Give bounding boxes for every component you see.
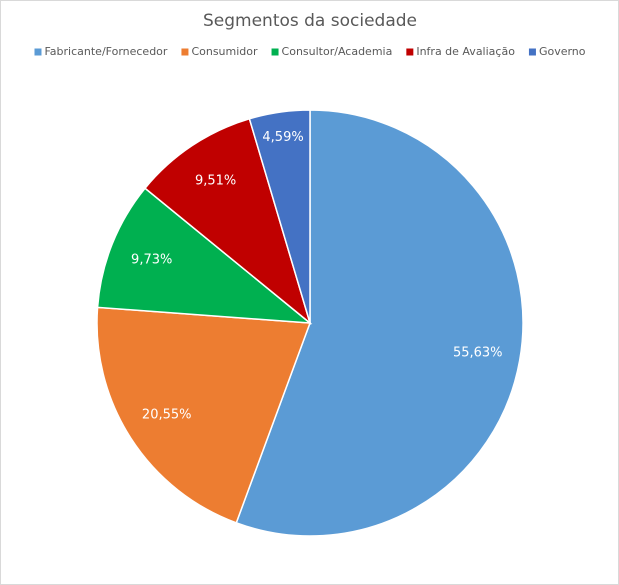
data-label: 20,55% [142,408,192,423]
legend-swatch [271,48,279,56]
legend-swatch [528,48,536,56]
legend-label: Infra de Avaliação [416,45,515,58]
legend-label: Governo [539,45,586,58]
data-label: 9,73% [131,252,172,267]
pie-slice [248,109,311,324]
data-label: 55,63% [453,345,503,360]
pie-slice [143,117,312,326]
legend-swatch [406,48,414,56]
legend-label: Consumidor [191,45,258,58]
chart-title: Segmentos da sociedade [203,11,417,31]
pie-slice [235,109,524,537]
legend-label: Fabricante/Fornecedor [44,45,167,58]
data-label: 9,51% [195,174,236,189]
legend-label: Consultor/Academia [282,45,393,58]
pie-slice [96,187,313,324]
pie-slice [96,306,312,524]
legend-swatch [34,48,42,56]
legend-swatch [181,48,189,56]
data-label: 4,59% [262,130,303,145]
